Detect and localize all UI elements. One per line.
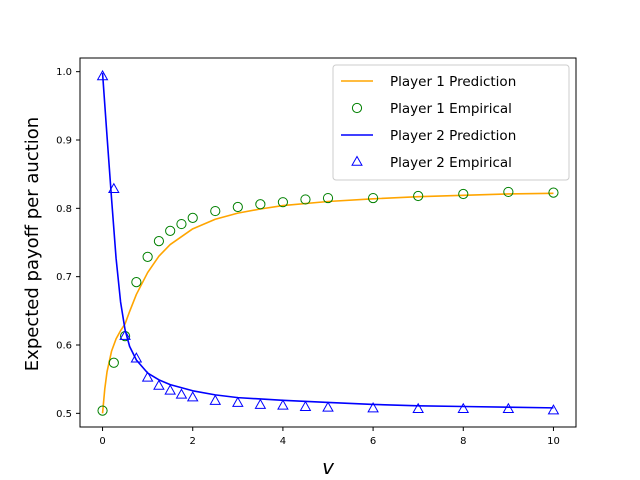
player-2-empirical-point: [186, 391, 199, 402]
y-tick-label: 0.7: [56, 272, 72, 283]
player-1-empirical-point: [255, 199, 266, 210]
player-2-empirical-point: [175, 388, 188, 399]
y-tick-label: 0.6: [56, 341, 72, 352]
player-1-empirical-point: [322, 192, 334, 204]
player-2-empirical-point: [130, 352, 143, 363]
legend-swatch-player-2-empirical: [351, 155, 363, 166]
y-tick-label: 0.9: [56, 136, 72, 147]
y-tick-label: 0.8: [56, 204, 72, 215]
player-2-empirical-point: [119, 329, 131, 340]
player-1-empirical-point: [367, 192, 379, 204]
player-1-empirical-point: [277, 197, 289, 208]
axes-frame: [79, 57, 577, 428]
player-1-empirical-point: [142, 251, 153, 262]
legend-label-player-1-empirical: Player 1 Empirical: [390, 101, 512, 117]
player-2-empirical-point: [412, 402, 424, 414]
player-1-empirical-point: [176, 218, 187, 230]
player-2-prediction-line: [101, 72, 554, 409]
player-2-empirical-point: [232, 396, 244, 407]
player-2-empirical-point: [277, 399, 289, 410]
player-2-empirical-point: [141, 371, 154, 382]
plot-area: [96, 69, 560, 416]
player-2-empirical-point: [254, 398, 267, 409]
player-2-empirical-point: [547, 404, 560, 415]
y-axis-title: Expected payoff per auction: [22, 117, 43, 371]
player-1-empirical-point: [97, 405, 108, 416]
legend-label-player-1-prediction: Player 1 Prediction: [390, 74, 516, 90]
x-tick-label: 8: [460, 436, 466, 447]
player-1-empirical-point: [458, 188, 469, 200]
player-1-empirical-point: [300, 194, 311, 205]
player-2-empirical-point: [367, 402, 379, 413]
x-tick-label: 0: [99, 436, 105, 447]
player-1-empirical-point: [413, 190, 424, 202]
legend-swatch-player-1-empirical: [351, 102, 363, 114]
player-1-prediction-line: [101, 192, 554, 414]
legend-label-player-2-prediction: Player 2 Prediction: [390, 128, 516, 144]
player-2-empirical-point: [96, 69, 109, 81]
x-tick-label: 2: [190, 436, 196, 447]
axes: 0 2 4 6 8 10 0.5 0.6 0.7 0.8 0.9 1.0: [56, 57, 577, 447]
x-tick-label: 10: [547, 436, 560, 447]
player-2-empirical-point: [209, 394, 222, 405]
player-2-empirical-point: [322, 401, 334, 412]
player-2-empirical-point: [502, 402, 515, 414]
player-1-empirical-point: [131, 277, 142, 288]
player-2-empirical-point: [457, 402, 470, 414]
player-1-empirical-point: [108, 357, 119, 368]
player-1-empirical-point: [232, 201, 243, 213]
player-2-empirical-point: [164, 384, 176, 395]
x-tick-label: 6: [370, 436, 376, 447]
x-axis-title: v: [322, 455, 335, 479]
player-2-empirical-point: [108, 182, 120, 193]
player-1-empirical-point: [187, 212, 198, 223]
legend-box: [332, 64, 570, 181]
y-tick-label: 0.5: [56, 409, 72, 420]
player-2-empirical-point: [299, 400, 312, 411]
player-2-empirical-point: [153, 379, 165, 390]
legend-label-player-2-empirical: Player 2 Empirical: [390, 155, 512, 171]
x-tick-label: 4: [280, 436, 286, 447]
player-1-empirical-point: [503, 186, 514, 198]
player-1-empirical-point: [165, 225, 176, 236]
player-1-empirical-point: [153, 236, 165, 247]
legend: Player 1 Prediction Player 1 Empirical Pla…: [332, 64, 570, 181]
player-1-empirical-point: [210, 205, 221, 217]
player-1-empirical-point: [548, 187, 559, 198]
y-tick-label: 1.0: [56, 67, 72, 78]
